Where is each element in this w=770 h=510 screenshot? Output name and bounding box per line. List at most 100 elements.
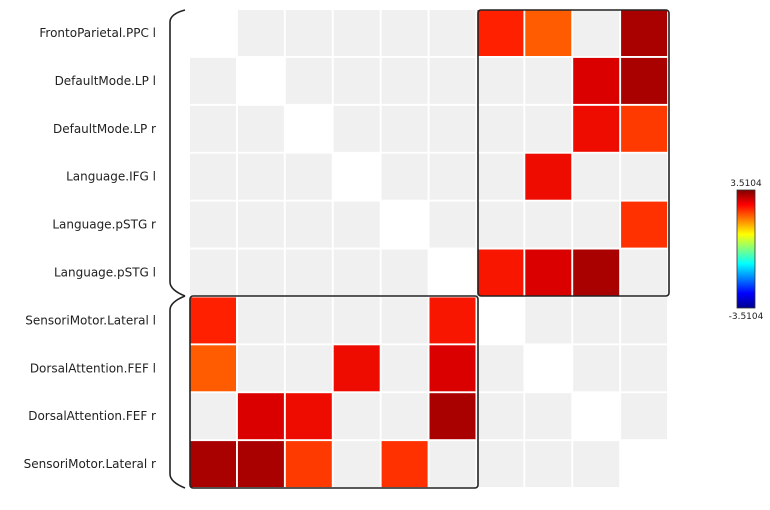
heatmap-cell: [525, 297, 572, 344]
heatmap-cell: [525, 249, 572, 296]
heatmap-cell: [333, 201, 380, 248]
heatmap-cell: [429, 201, 476, 248]
heatmap-cell: [573, 57, 620, 104]
heatmap-cell: [285, 201, 332, 248]
heatmap-cell: [525, 393, 572, 440]
heatmap-cell: [333, 393, 380, 440]
heatmap-cell: [285, 345, 332, 392]
heatmap-cell: [477, 297, 524, 344]
heatmap-cell: [621, 57, 668, 104]
heatmap-cell: [381, 201, 428, 248]
heatmap-cell: [477, 345, 524, 392]
heatmap-cell: [333, 345, 380, 392]
heatmap-cell: [381, 249, 428, 296]
heatmap-cell: [621, 441, 668, 488]
heatmap-cell: [573, 393, 620, 440]
heatmap-cell: [573, 441, 620, 488]
heatmap-cell: [190, 297, 236, 344]
heatmap-cell: [525, 57, 572, 104]
heatmap-cell: [381, 57, 428, 104]
heatmap-cell: [333, 10, 380, 56]
heatmap-cell: [381, 345, 428, 392]
heatmap-cell: [429, 441, 476, 488]
row-label: SensoriMotor.Lateral l: [25, 313, 156, 327]
heatmap-cell: [190, 201, 236, 248]
heatmap-cell: [573, 249, 620, 296]
heatmap-cell: [477, 153, 524, 200]
heatmap-cell: [190, 10, 236, 56]
heatmap-cell: [190, 249, 236, 296]
heatmap-cell: [525, 10, 572, 56]
heatmap-cell: [573, 10, 620, 56]
heatmap-cell: [621, 393, 668, 440]
heatmap-cell: [237, 153, 284, 200]
heatmap-cell: [237, 105, 284, 152]
heatmap-cell: [621, 201, 668, 248]
row-label: DefaultMode.LP l: [55, 74, 156, 88]
heatmap-cell: [621, 105, 668, 152]
heatmap-cells: [190, 10, 668, 488]
heatmap-cell: [237, 393, 284, 440]
heatmap-cell: [381, 10, 428, 56]
heatmap-cell: [573, 105, 620, 152]
heatmap-cell: [285, 297, 332, 344]
heatmap-cell: [477, 201, 524, 248]
heatmap-cell: [621, 249, 668, 296]
row-labels: FrontoParietal.PPC l DefaultMode.LP l Defa…: [24, 26, 156, 471]
row-label: DorsalAttention.FEF l: [30, 361, 156, 375]
heatmap-cell: [573, 297, 620, 344]
heatmap-cell: [237, 201, 284, 248]
row-label: DorsalAttention.FEF r: [28, 409, 156, 423]
heatmap-cell: [381, 441, 428, 488]
heatmap-cell: [477, 393, 524, 440]
heatmap-cell: [477, 105, 524, 152]
heatmap-cell: [285, 153, 332, 200]
heatmap-cell: [429, 393, 476, 440]
heatmap-cell: [477, 57, 524, 104]
heatmap-cell: [237, 345, 284, 392]
heatmap-cell: [333, 249, 380, 296]
heatmap-cell: [429, 297, 476, 344]
group-box-upper-right: [477, 9, 670, 297]
heatmap-cell: [381, 105, 428, 152]
heatmap-cell: [477, 441, 524, 488]
heatmap-cell: [190, 393, 236, 440]
heatmap-cell: [190, 153, 236, 200]
heatmap-cell: [525, 105, 572, 152]
row-label: DefaultMode.LP r: [53, 122, 156, 136]
heatmap-cell: [285, 57, 332, 104]
heatmap-cell: [190, 105, 236, 152]
heatmap-cell: [381, 297, 428, 344]
heatmap-cell: [237, 441, 284, 488]
row-label: Language.pSTG l: [54, 266, 156, 280]
group-bracket-upper: [169, 9, 186, 297]
heatmap-cell: [429, 249, 476, 296]
heatmap-cell: [525, 441, 572, 488]
heatmap-cell: [621, 345, 668, 392]
heatmap-cell: [285, 10, 332, 56]
heatmap-cell: [285, 441, 332, 488]
heatmap-cell: [525, 345, 572, 392]
heatmap-cell: [333, 105, 380, 152]
heatmap-cell: [285, 249, 332, 296]
heatmap-cell: [621, 153, 668, 200]
heatmap-cell: [525, 201, 572, 248]
heatmap-cell: [333, 57, 380, 104]
heatmap-cell: [429, 105, 476, 152]
heatmap-cell: [573, 153, 620, 200]
colorbar: 3.5104 -3.5104: [729, 179, 764, 322]
heatmap-cell: [237, 57, 284, 104]
row-label: SensoriMotor.Lateral r: [24, 457, 156, 471]
row-label: Language.IFG l: [66, 170, 156, 184]
heatmap-cell: [573, 345, 620, 392]
heatmap-cell: [237, 297, 284, 344]
heatmap-cell: [429, 57, 476, 104]
row-label: FrontoParietal.PPC l: [39, 26, 156, 40]
heatmap-cell: [333, 441, 380, 488]
group-box-lower-left: [189, 295, 479, 489]
heatmap-cell: [190, 57, 236, 104]
heatmap-cell: [621, 10, 668, 56]
heatmap-cell: [190, 345, 236, 392]
colorbar-gradient: [736, 189, 756, 309]
